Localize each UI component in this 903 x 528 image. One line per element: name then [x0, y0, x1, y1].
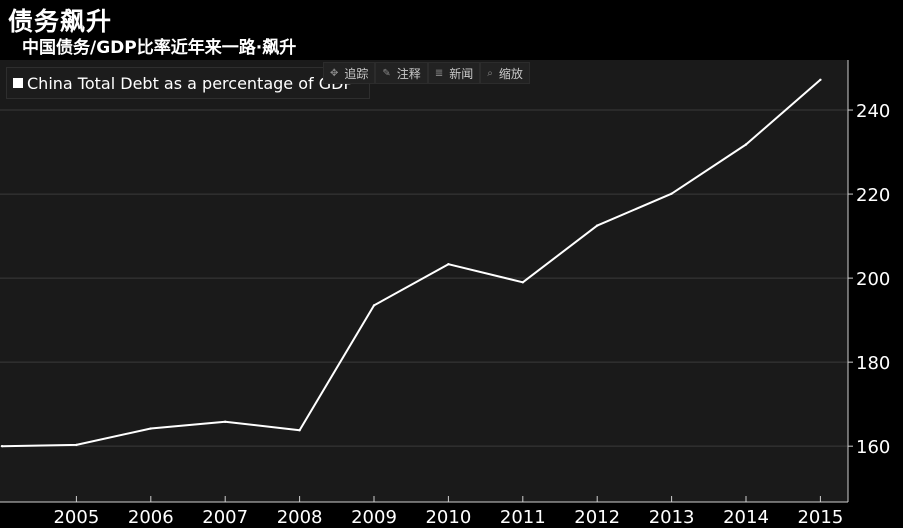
data-point-2012 — [596, 224, 599, 227]
news-button[interactable]: ≣ 新闻 — [427, 62, 481, 84]
data-point-2005 — [75, 443, 78, 447]
data-point-2006 — [149, 427, 152, 430]
page-title: 债务飙升 — [8, 7, 113, 36]
x-ticks: 2005 2006 2007 2008 2009 2010 2011 2012 2013 2014… — [53, 496, 843, 528]
data-point-2004 — [0, 444, 4, 448]
plot-area — [0, 60, 848, 502]
chart-toolbar: ✥ 追踪 ✎ 注释 ≣ 新闻 ⌕ 缩放 — [323, 62, 530, 84]
y-tick-label-4: 240 — [856, 101, 890, 122]
page-subtitle: 中国债务/GDP比率近年来一路·飙升 — [22, 38, 297, 58]
x-tick-label-10: 2015 — [797, 507, 843, 528]
x-tick-label-5: 2010 — [425, 507, 471, 528]
legend: China Total Debt as a percentage of GDP — [6, 67, 370, 99]
data-point-2010 — [447, 263, 450, 266]
legend-label: China Total Debt as a percentage of GDP — [27, 73, 354, 93]
x-tick-label-4: 2009 — [351, 507, 397, 528]
zoom-button[interactable]: ⌕ 缩放 — [480, 62, 530, 84]
y-ticks: 160 180 200 220 240 — [848, 101, 890, 458]
data-point-2007 — [224, 420, 227, 424]
pencil-icon: ✎ — [382, 67, 391, 79]
y-tick-label-2: 200 — [856, 269, 890, 290]
legend-swatch — [13, 78, 23, 88]
magnifier-icon: ⌕ — [487, 67, 493, 79]
data-point-2009 — [372, 304, 376, 307]
series-layer — [0, 78, 822, 448]
data-point-2011 — [521, 281, 524, 284]
data-point-2008 — [298, 429, 301, 432]
x-tick-label-9: 2014 — [723, 507, 769, 528]
annotate-button[interactable]: ✎ 注释 — [375, 62, 428, 84]
x-tick-label-7: 2012 — [574, 507, 620, 528]
y-tick-label-0: 160 — [856, 437, 890, 458]
crosshair-icon: ✥ — [330, 67, 339, 79]
y-tick-label-1: 180 — [856, 353, 890, 374]
x-tick-label-0: 2005 — [53, 507, 99, 528]
x-tick-label-1: 2006 — [128, 507, 174, 528]
track-button[interactable]: ✥ 追踪 — [323, 62, 376, 84]
data-point-2013 — [670, 192, 673, 195]
x-tick-label-8: 2013 — [649, 507, 695, 528]
y-tick-label-3: 220 — [856, 185, 890, 206]
data-point-2015 — [819, 78, 822, 81]
news-label: 新闻 — [449, 66, 474, 81]
track-label: 追踪 — [344, 66, 369, 81]
x-tick-label-2: 2007 — [202, 507, 248, 528]
zoom-label: 缩放 — [498, 66, 523, 81]
annotate-label: 注释 — [396, 66, 421, 81]
series-line-0 — [1, 79, 822, 448]
data-point-2014 — [744, 143, 748, 146]
x-tick-label-6: 2011 — [500, 507, 546, 528]
x-tick-label-3: 2008 — [277, 507, 323, 528]
news-icon: ≣ — [434, 67, 444, 79]
